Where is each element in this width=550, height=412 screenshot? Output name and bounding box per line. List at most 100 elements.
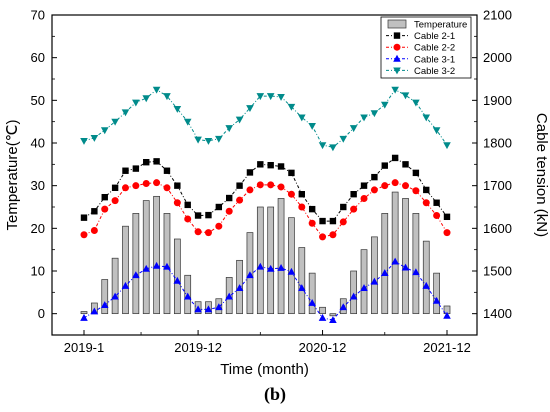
point-cable-3-1 [215,303,223,311]
point-cable-3-2 [152,86,161,94]
x-tick-label: 2021-12 [423,340,471,355]
point-cable-2-2 [121,184,129,192]
point-cable-3-2 [443,142,451,150]
point-cable-3-1 [318,313,327,321]
left-tick-label: 70 [31,8,45,23]
left-tick-label: 10 [31,264,45,279]
point-cable-2-2 [163,184,171,192]
point-cable-3-2 [246,105,254,113]
point-cable-3-2 [391,86,399,94]
x-tick-label: 2019-12 [174,340,222,355]
point-cable-3-1 [152,261,161,269]
temperature-bar [319,306,326,315]
legend-label: Cable 3-2 [414,66,455,77]
temperature-bar [298,247,306,315]
point-cable-3-1 [225,292,233,300]
point-cable-2-2 [443,229,451,237]
point-cable-2-2 [267,181,275,189]
point-cable-3-1 [339,303,348,311]
point-cable-3-2 [142,95,151,103]
point-cable-3-1 [349,292,358,300]
point-cable-2-2 [370,186,378,194]
point-cable-2-2 [412,187,420,195]
point-cable-3-1 [380,269,389,277]
temperature-bar [371,236,378,315]
point-cable-2-1 [236,182,243,189]
point-cable-2-1 [308,205,316,213]
point-cable-3-1 [308,299,316,306]
point-cable-3-2 [298,114,306,122]
point-cable-3-1 [298,284,306,291]
point-cable-2-1 [298,191,305,198]
point-cable-3-2 [194,136,202,144]
left-tick-label: 60 [31,50,45,65]
temperature-bar [360,249,368,315]
point-cable-2-1 [360,182,368,189]
point-cable-3-2 [183,118,192,126]
point-cable-2-1 [205,211,212,219]
point-cable-2-1 [433,199,440,206]
point-cable-3-1 [401,263,410,271]
temperature-bar [412,213,420,315]
point-cable-2-1 [257,161,264,168]
point-cable-3-2 [225,125,233,133]
point-cable-3-2 [132,99,140,107]
point-cable-3-1 [183,292,192,300]
legend-marker-cable-2-2 [393,43,401,51]
temperature-bar [256,206,264,315]
point-cable-3-1 [173,276,182,284]
point-cable-2-1 [184,201,191,209]
right-tick-label: 1400 [483,306,512,321]
point-cable-3-2 [90,134,99,142]
point-cable-3-1 [80,313,88,321]
point-cable-3-2 [163,93,171,101]
point-cable-2-1 [246,169,254,176]
point-cable-2-2 [402,182,410,190]
point-cable-2-1 [371,173,378,181]
point-cable-3-1 [194,305,202,313]
point-cable-3-2 [339,135,348,143]
point-cable-2-2 [433,212,441,220]
point-cable-2-2 [277,183,285,191]
legend-label: Cable 2-2 [414,43,455,54]
x-axis-title: Time (month) [220,361,309,378]
legend-marker-cable-2-1 [393,32,401,39]
point-cable-3-1 [277,264,285,271]
point-cable-3-1 [132,271,140,279]
point-cable-3-2 [173,105,182,113]
point-cable-2-1 [267,161,274,169]
point-cable-2-1 [163,167,171,174]
point-cable-2-1 [122,167,129,174]
point-cable-2-2 [225,207,233,215]
point-cable-2-2 [360,194,368,202]
point-cable-3-2 [121,109,130,117]
point-cable-3-1 [412,268,420,276]
temperature-bar [402,198,409,315]
point-cable-3-2 [401,92,410,100]
left-tick-label: 50 [31,93,45,108]
temperature-bar [350,270,358,315]
temperature-bar [122,225,129,315]
point-cable-2-1 [143,159,150,166]
right-tick-label: 1900 [483,93,512,108]
series-line-cable-2-2 [83,182,448,238]
point-cable-2-1 [215,203,223,211]
figure-caption: (b) [264,384,286,404]
point-cable-2-1 [412,169,420,177]
point-cable-2-2 [184,215,192,223]
point-cable-2-2 [236,196,244,204]
point-cable-3-1 [121,281,130,289]
point-cable-3-1 [422,281,431,289]
point-cable-2-1 [329,217,337,225]
point-cable-2-2 [391,179,399,187]
point-cable-3-2 [349,125,358,133]
point-cable-3-1 [111,292,119,300]
point-cable-2-1 [132,165,140,172]
right-tick-label: 2000 [483,50,512,65]
point-cable-3-1 [287,267,296,275]
temperature-bar [153,195,160,315]
y-axis-left-title: Temperature(℃) [4,119,21,230]
point-cable-3-1 [235,284,244,291]
point-cable-3-2 [111,118,119,126]
temperature-bar [132,213,140,315]
